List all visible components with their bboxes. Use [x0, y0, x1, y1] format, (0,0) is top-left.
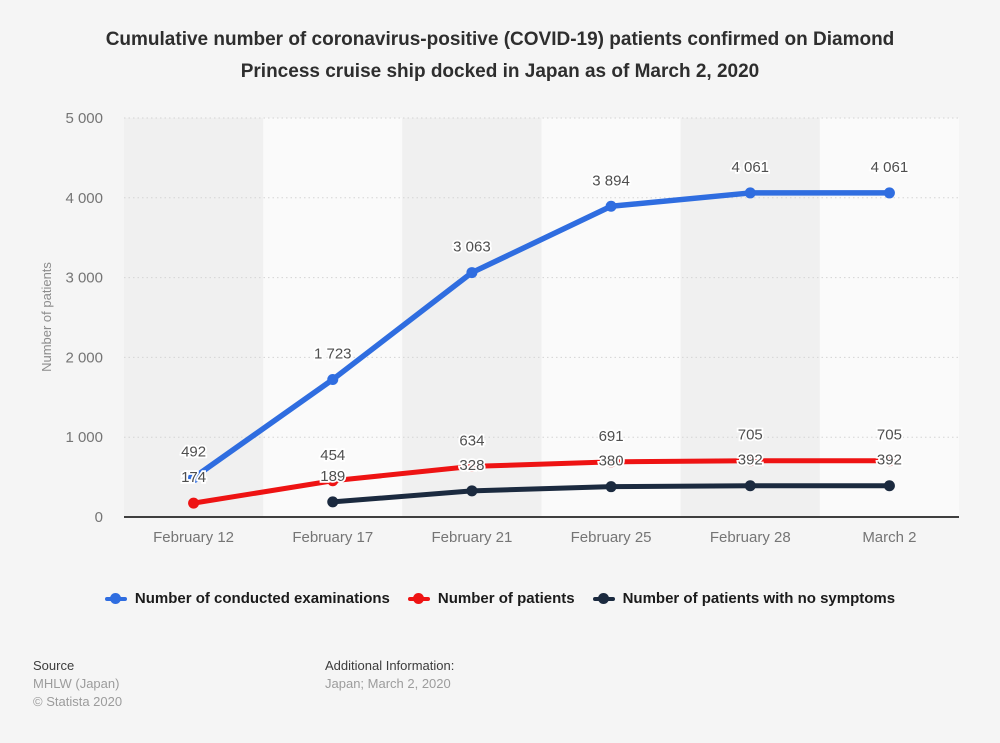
- chart-legend: Number of conducted examinations Number …: [0, 590, 1000, 607]
- plot-band: [541, 118, 681, 517]
- x-tick-label: February 25: [571, 529, 652, 546]
- data-point-marker: [466, 460, 478, 472]
- data-point-label: 3 063: [453, 239, 491, 256]
- source-block: Source MHLW (Japan) © Statista 2020: [33, 657, 122, 711]
- plot-band: [402, 118, 542, 517]
- series-line: [191, 458, 892, 506]
- data-point-label: 174: [181, 469, 206, 486]
- data-point-label: 705: [877, 427, 902, 444]
- data-point-marker: [466, 485, 478, 497]
- data-point-marker: [605, 456, 617, 468]
- data-point-marker: [327, 475, 339, 487]
- blue-line-marker-icon: [104, 593, 127, 605]
- y-tick-label: 1 000: [65, 429, 103, 446]
- plot-band: [124, 118, 264, 517]
- line-chart: 0 1 000 2 000 3 000 4 000 5 000 Number of pati…: [39, 110, 959, 546]
- data-point-marker: [744, 187, 756, 199]
- data-point-label: 4 061: [871, 159, 909, 176]
- x-tick-label: February 28: [710, 529, 791, 546]
- data-point-label: 328: [459, 457, 484, 474]
- data-point-label: 691: [599, 428, 624, 445]
- legend-item-no-symptoms[interactable]: Number of patients with no symptoms: [592, 590, 896, 607]
- y-tick-label: 5 000: [65, 110, 103, 127]
- data-point-label: 454: [320, 447, 345, 464]
- data-point-marker: [883, 455, 895, 467]
- source-label: Source: [33, 658, 75, 673]
- data-point-label: 380: [599, 453, 624, 470]
- data-point-marker: [744, 455, 756, 467]
- additional-info-value: Japan; March 2, 2020: [325, 676, 451, 691]
- plot-band: [680, 118, 820, 517]
- data-point-marker: [883, 480, 895, 492]
- x-tick-label: February 17: [292, 529, 373, 546]
- x-tick-label: February 12: [153, 529, 234, 546]
- data-point-label: 392: [877, 452, 902, 469]
- data-point-label: 392: [738, 452, 763, 469]
- data-point-label: 634: [459, 432, 484, 449]
- source-value: MHLW (Japan): [33, 676, 120, 691]
- data-point-marker: [188, 497, 200, 509]
- additional-info-label: Additional Information:: [325, 658, 455, 673]
- plot-band: [263, 118, 403, 517]
- navy-line-marker-icon: [592, 593, 615, 605]
- data-point-label: 3 894: [592, 172, 630, 189]
- data-point-marker: [883, 187, 895, 199]
- legend-label: Number of conducted examinations: [134, 590, 390, 607]
- copyright: © Statista 2020: [33, 694, 123, 709]
- data-point-marker: [744, 480, 756, 492]
- y-tick-label: 2 000: [65, 349, 103, 366]
- x-tick-label: February 21: [431, 529, 512, 546]
- plot-band: [819, 118, 959, 517]
- data-point-marker: [605, 481, 617, 493]
- legend-label: Number of patients with no symptoms: [622, 590, 896, 607]
- chart-title: Cumulative number of coronavirus-positiv…: [105, 29, 895, 82]
- data-point-marker: [327, 496, 339, 508]
- legend-item-patients[interactable]: Number of patients: [407, 590, 575, 607]
- red-line-marker-icon: [407, 593, 430, 605]
- data-point-marker: [466, 267, 478, 279]
- data-point-label: 1 723: [314, 346, 352, 363]
- y-tick-label: 4 000: [65, 190, 103, 207]
- y-tick-label: 0: [95, 509, 103, 526]
- data-point-label: 492: [181, 444, 206, 461]
- data-point-label: 189: [320, 468, 345, 485]
- y-tick-label: 3 000: [65, 270, 103, 287]
- series-line: [190, 190, 893, 481]
- data-point-label: 705: [738, 427, 763, 444]
- additional-info-block: Additional Information: Japan; March 2, …: [325, 657, 454, 693]
- x-tick-label: March 2: [862, 529, 916, 546]
- data-point-marker: [188, 472, 200, 484]
- data-point-marker: [327, 374, 339, 386]
- legend-item-examinations[interactable]: Number of conducted examinations: [104, 590, 390, 607]
- y-axis-title: Number of patients: [39, 262, 54, 372]
- data-point-marker: [605, 200, 617, 212]
- legend-label: Number of patients: [437, 590, 575, 607]
- data-point-label: 4 061: [731, 159, 769, 176]
